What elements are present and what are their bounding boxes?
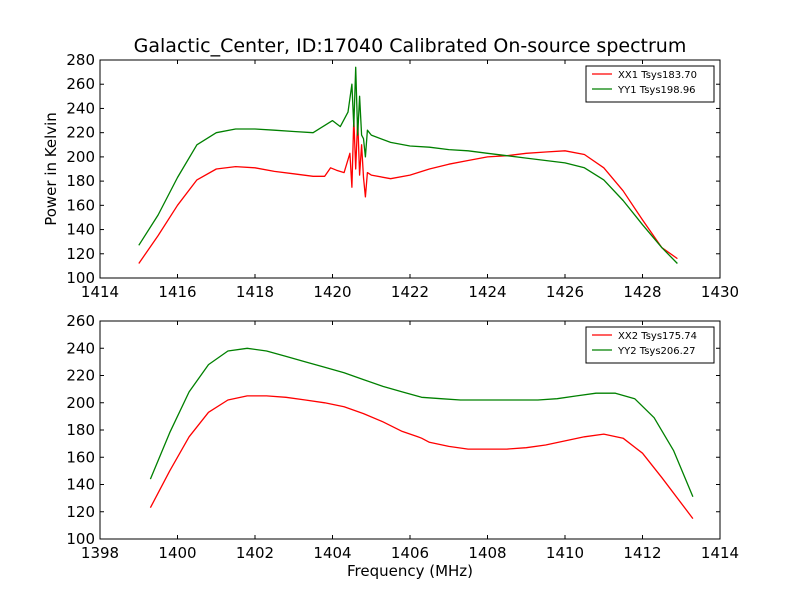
- x-tick-label: 1418: [236, 283, 274, 301]
- y-axis-label: Power in Kelvin: [42, 112, 60, 226]
- x-tick-label: 1408: [468, 544, 506, 562]
- x-tick-label: 1428: [623, 283, 661, 301]
- y-tick-label: 160: [66, 448, 95, 466]
- x-tick-label: 1410: [546, 544, 584, 562]
- x-tick-label: 1406: [391, 544, 429, 562]
- y-tick-label: 140: [66, 221, 95, 239]
- series-line-2-2: [149, 347, 694, 498]
- y-tick-label: 220: [66, 367, 95, 385]
- y-tick-label: 260: [66, 312, 95, 330]
- legend-2: XX2 Tsys175.74 YY2 Tsys206.27: [585, 326, 715, 364]
- y-tick-label: 280: [66, 51, 95, 69]
- y-tick-label: 180: [66, 421, 95, 439]
- panel-1: 1414 1416 1418 1420 1422 1424 1426 1428 1430 100 1…: [42, 35, 739, 301]
- x-tick-label: 1430: [701, 283, 739, 301]
- x-tick-label: 1412: [623, 544, 661, 562]
- legend-entry: YY1 Tsys198.96: [617, 85, 696, 96]
- x-tick-label: 1416: [158, 283, 196, 301]
- x-axis-label: Frequency (MHz): [347, 562, 473, 580]
- legend-entry: XX1 Tsys183.70: [618, 70, 697, 81]
- legend-entry: XX2 Tsys175.74: [618, 331, 697, 342]
- x-tick-label: 1422: [391, 283, 429, 301]
- legend-entry: YY2 Tsys206.27: [617, 346, 696, 357]
- x-tick-label: 1398: [81, 544, 119, 562]
- y-tick-label: 120: [66, 503, 95, 521]
- y-tick-label: 240: [66, 99, 95, 117]
- plot-area-1: [138, 66, 678, 264]
- y-tick-label: 240: [66, 339, 95, 357]
- chart-title: Galactic_Center, ID:17040 Calibrated On-…: [134, 35, 687, 57]
- y-tick-label: 200: [66, 148, 95, 166]
- y-tick-label: 220: [66, 124, 95, 142]
- series-line-2-1: [149, 395, 694, 519]
- legend-1: XX1 Tsys183.70 YY1 Tsys198.96: [585, 65, 715, 103]
- y-tick-label: 100: [66, 530, 95, 548]
- series-line-1-2: [138, 66, 678, 264]
- x-tick-label: 1420: [313, 283, 351, 301]
- x-tick-label: 1400: [158, 544, 196, 562]
- legend-box: [585, 326, 715, 364]
- x-tick-label: 1426: [546, 283, 584, 301]
- x-tick-label: 1414: [81, 283, 119, 301]
- legend-box: [585, 65, 715, 103]
- x-tick-label: 1424: [468, 283, 506, 301]
- series-line-1-1: [138, 117, 678, 264]
- panel-2: 1398 1400 1402 1404 1406 1408 1410 1412 1414 100 1…: [66, 312, 739, 580]
- x-tick-label: 1414: [701, 544, 739, 562]
- y-tick-label: 160: [66, 196, 95, 214]
- y-tick-label: 180: [66, 172, 95, 190]
- y-tick-label: 120: [66, 245, 95, 263]
- x-tick-label: 1404: [313, 544, 351, 562]
- y-tick-label: 260: [66, 75, 95, 93]
- y-tick-label: 140: [66, 476, 95, 494]
- y-tick-label: 200: [66, 394, 95, 412]
- plot-area-2: [149, 347, 694, 519]
- x-tick-label: 1402: [236, 544, 274, 562]
- y-tick-label: 100: [66, 269, 95, 287]
